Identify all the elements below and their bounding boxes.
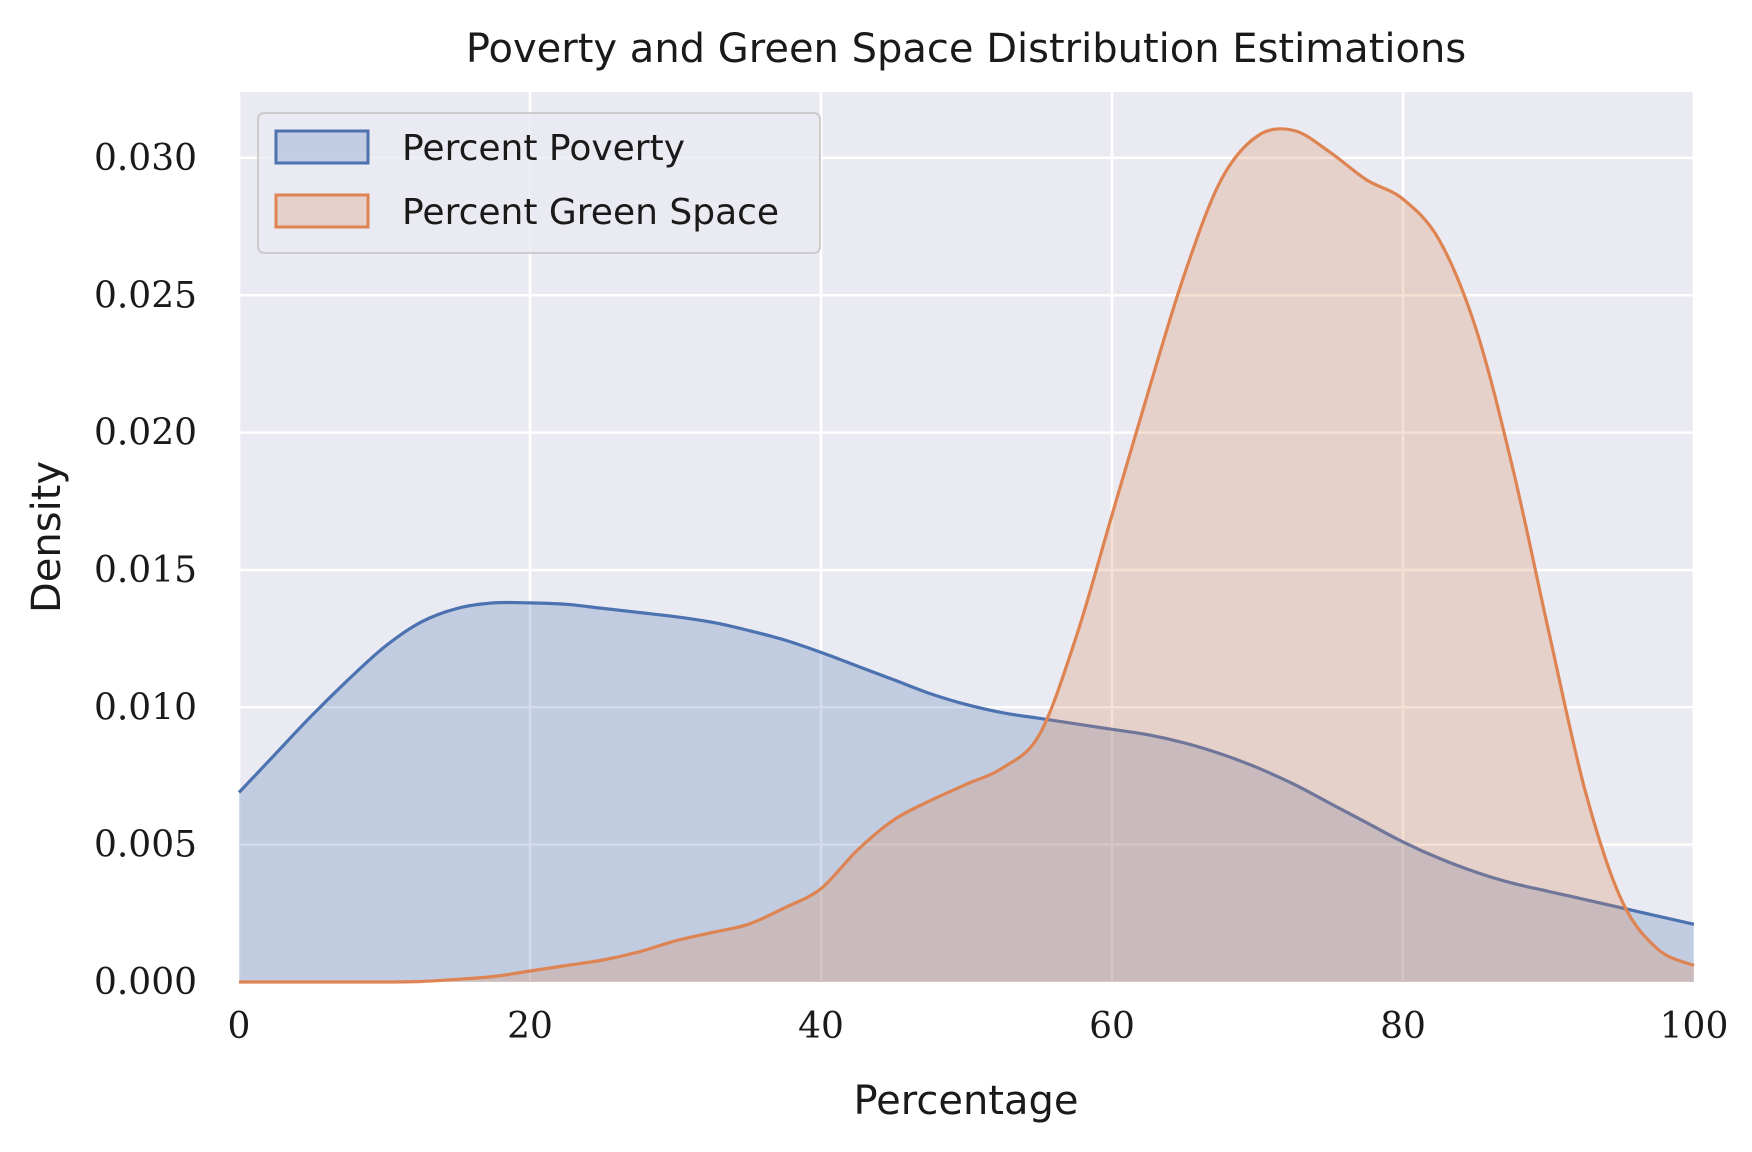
area-percent-green-space bbox=[239, 128, 1694, 983]
y-tick-label-6: 0.030 bbox=[94, 138, 197, 179]
x-axis-label: Percentage bbox=[853, 1078, 1078, 1124]
legend-label-percent-green-space: Percent Green Space bbox=[402, 192, 779, 233]
x-tick-label-0: 0 bbox=[228, 1006, 251, 1047]
x-tick-label-1: 20 bbox=[507, 1006, 553, 1047]
legend-label-percent-poverty: Percent Poverty bbox=[402, 128, 685, 169]
line-percent-poverty bbox=[237, 600, 1695, 926]
y-tick-label-3: 0.015 bbox=[94, 550, 197, 591]
area-percent-poverty bbox=[239, 602, 1694, 982]
y-tick-label-0: 0.000 bbox=[94, 962, 197, 1003]
x-tick-label-3: 60 bbox=[1089, 1006, 1135, 1047]
line-percent-green-space bbox=[238, 127, 1695, 984]
y-axis-ticks: 0.000 0.005 0.010 0.015 0.020 0.025 0.030 bbox=[94, 138, 197, 1003]
legend-box bbox=[257, 112, 821, 254]
legend: Percent Poverty Percent Green Space bbox=[257, 112, 821, 254]
x-axis-ticks: 0 20 40 60 80 100 bbox=[228, 1006, 1729, 1047]
y-tick-label-1: 0.005 bbox=[94, 825, 197, 866]
series-layer bbox=[237, 127, 1695, 984]
legend-swatch-percent-poverty bbox=[274, 129, 370, 165]
x-tick-label-2: 40 bbox=[798, 1006, 844, 1047]
y-tick-label-4: 0.020 bbox=[94, 413, 197, 454]
y-axis-label: Density bbox=[24, 461, 70, 613]
chart-title: Poverty and Green Space Distribution Est… bbox=[466, 26, 1466, 72]
y-tick-label-2: 0.010 bbox=[94, 687, 197, 728]
x-tick-label-4: 80 bbox=[1380, 1006, 1426, 1047]
y-tick-label-5: 0.025 bbox=[94, 275, 197, 316]
x-tick-label-5: 100 bbox=[1660, 1006, 1729, 1047]
legend-swatch-percent-green-space bbox=[274, 193, 370, 229]
